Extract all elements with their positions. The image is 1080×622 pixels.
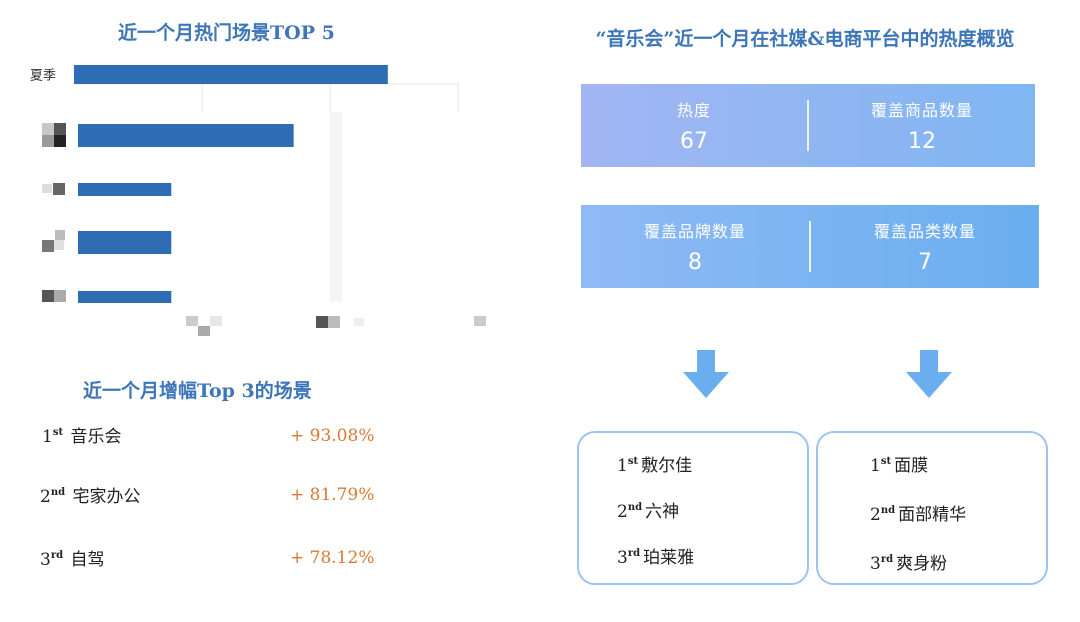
rank-suffix: nd	[627, 502, 643, 513]
stats-panel-bottom: 覆盖品牌数量 8 覆盖品类数量 7	[581, 205, 1039, 288]
category-rank-item-2: 2nd 面部精华	[870, 500, 966, 525]
mosaic-block	[42, 240, 54, 252]
mosaic-block	[186, 316, 198, 326]
growth-item-2: 2nd 宅家办公	[40, 482, 141, 507]
bar-2	[78, 124, 294, 147]
growth-item-name: 音乐会	[70, 427, 122, 447]
brand-ranking-box: 1st 敷尔佳 2nd 六神 3rd 珀莱雅	[577, 431, 809, 585]
growth-item-3: 3rd 自驾	[40, 545, 105, 570]
growth-item-1-change: + 93.08%	[290, 426, 375, 446]
mosaic-block	[354, 318, 364, 326]
rank-ordinal: 1	[870, 456, 881, 476]
down-arrow-icon	[683, 350, 729, 398]
stat-label: 覆盖品牌数量	[643, 222, 746, 241]
mosaic-block	[54, 290, 66, 302]
stat-label: 热度	[676, 101, 711, 120]
rank-ordinal: 3	[870, 554, 881, 574]
mosaic-block	[42, 123, 54, 135]
growth-item-name: 自驾	[70, 550, 105, 570]
growth-item-name: 宅家办公	[72, 487, 141, 507]
rank-suffix: st	[880, 456, 892, 467]
category-ranking-box: 1st 面膜 2nd 面部精华 3rd 爽身粉	[816, 431, 1048, 585]
rank-name: 珀莱雅	[643, 548, 695, 568]
category-label: 夏季	[30, 69, 56, 84]
mosaic-block	[328, 316, 340, 328]
rank-name: 敷尔佳	[641, 456, 693, 476]
growth-item-ordinal: 1	[42, 427, 53, 447]
stat-value: 12	[908, 129, 936, 154]
category-rank-item-1: 1st 面膜	[870, 451, 928, 476]
stats-panel-top: 热度 67 覆盖商品数量 12	[581, 84, 1035, 167]
mosaic-block	[42, 135, 54, 147]
bar-4	[78, 231, 172, 254]
stat-divider	[807, 100, 809, 151]
stat-product-count: 覆盖商品数量 12	[809, 84, 1035, 167]
growth-item-suffix: rd	[50, 550, 64, 561]
rank-ordinal: 3	[617, 548, 628, 568]
bar-3	[78, 183, 172, 196]
growth-item-suffix: nd	[50, 487, 66, 498]
grid-band	[330, 112, 342, 302]
growth-item-ordinal: 2	[40, 487, 51, 507]
growth-item-3-change: + 78.12%	[290, 548, 375, 568]
stat-value: 67	[680, 129, 708, 154]
rank-name: 面部精华	[898, 505, 967, 525]
stat-label: 覆盖商品数量	[870, 101, 973, 120]
growth-item-2-change: + 81.79%	[290, 485, 375, 505]
rank-name: 面膜	[894, 456, 929, 476]
mosaic-block	[54, 123, 66, 135]
bar-1	[74, 65, 388, 84]
rank-ordinal: 1	[617, 456, 628, 476]
rank-suffix: st	[627, 456, 639, 467]
growth-item-suffix: st	[52, 427, 64, 438]
stat-brand-count: 覆盖品牌数量 8	[581, 205, 809, 288]
rank-ordinal: 2	[617, 502, 628, 522]
brand-rank-item-2: 2nd 六神	[617, 497, 679, 522]
bar-chart: 夏季	[30, 65, 460, 303]
mosaic-block	[316, 316, 328, 328]
mosaic-block	[474, 316, 486, 326]
brand-rank-item-3: 3rd 珀莱雅	[617, 543, 694, 568]
category-rank-item-3: 3rd 爽身粉	[870, 549, 947, 574]
stat-value: 8	[688, 250, 702, 275]
rank-suffix: rd	[880, 554, 894, 565]
rank-name: 六神	[645, 502, 680, 522]
bar-5	[78, 291, 172, 303]
mosaic-block	[54, 135, 66, 147]
down-arrow-icon	[906, 350, 952, 398]
stat-label: 覆盖品类数量	[873, 222, 976, 241]
brand-rank-item-1: 1st 敷尔佳	[617, 451, 692, 476]
bar-chart-title: 近一个月热门场景TOP 5	[118, 22, 335, 44]
chart-bars	[74, 65, 388, 303]
chart-category-labels: 夏季	[30, 69, 56, 84]
rank-ordinal: 2	[870, 505, 881, 525]
mosaic-block	[53, 183, 65, 195]
overview-title: “音乐会”近一个月在社媒&电商平台中的热度概览	[595, 28, 1015, 50]
stat-divider	[809, 221, 811, 272]
growth-item-ordinal: 3	[40, 550, 51, 570]
stat-heat: 热度 67	[581, 84, 807, 167]
rank-suffix: rd	[627, 548, 641, 559]
rank-name: 爽身粉	[896, 554, 948, 574]
mosaic-block	[210, 316, 222, 326]
stat-value: 7	[918, 250, 932, 275]
growth-section-title: 近一个月增幅Top 3的场景	[83, 380, 312, 402]
mosaic-block	[54, 240, 64, 250]
growth-item-1: 1st 音乐会	[42, 422, 121, 447]
mosaic-block	[55, 230, 65, 240]
stat-category-count: 覆盖品类数量 7	[811, 205, 1039, 288]
mosaic-block	[42, 184, 52, 193]
rank-suffix: nd	[880, 505, 896, 516]
mosaic-block	[42, 290, 54, 302]
mosaic-block	[198, 326, 210, 336]
